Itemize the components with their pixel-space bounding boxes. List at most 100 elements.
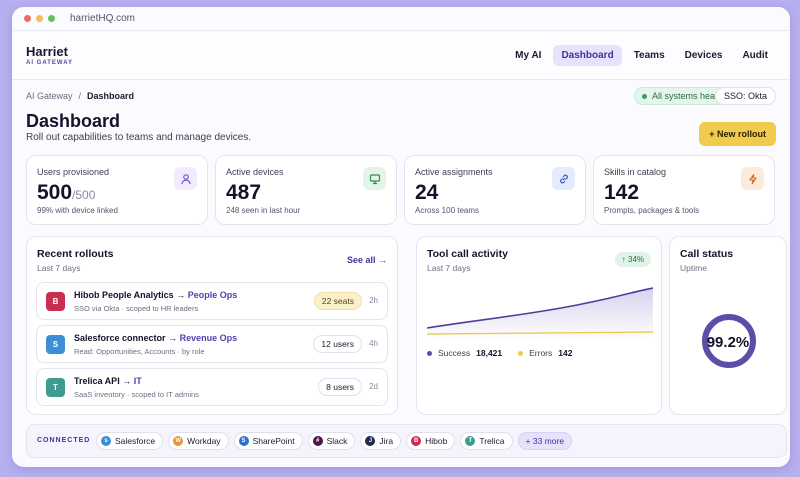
user-count-badge: 8 users: [318, 378, 362, 396]
success-value: 18,421: [476, 348, 503, 358]
arrow-icon: →: [168, 333, 178, 343]
rollout-title: Trelica API → IT: [74, 376, 142, 386]
rollout-row[interactable]: S Salesforce connector → Revenue Ops Rea…: [36, 325, 388, 363]
chip-label: Slack: [326, 436, 348, 446]
health-dot-icon: [641, 93, 647, 99]
kpi-card-assignments[interactable]: Active assignments 24 Across 100 teams: [404, 155, 586, 225]
integration-chip-trelica[interactable]: T Trelica: [460, 432, 513, 450]
integration-chip-hibob[interactable]: B Hibob: [406, 432, 456, 450]
nav-my-ai[interactable]: My AI: [515, 50, 542, 61]
rollout-name: Trelica API: [74, 376, 120, 386]
rollout-team[interactable]: People Ops: [187, 290, 238, 300]
kpi-card-skills[interactable]: Skills in catalog 142 Prompts, packages …: [593, 155, 775, 225]
kpi-card-devices[interactable]: Active devices 487 248 seen in last hour: [215, 155, 397, 225]
kpi-card-users[interactable]: Users provisioned 500/500 99% with devic…: [26, 155, 208, 225]
breadcrumb-parent[interactable]: AI Gateway: [26, 91, 73, 101]
kpi-note: 99% with device linked: [37, 206, 118, 215]
kpi-note: Across 100 teams: [415, 206, 480, 215]
chip-label: Trelica: [479, 436, 505, 446]
integration-chip-slack[interactable]: # Slack: [307, 432, 356, 450]
chip-label: Jira: [379, 436, 394, 446]
rollout-team[interactable]: Revenue Ops: [179, 333, 238, 343]
card-subtitle: Uptime: [680, 263, 707, 273]
card-title: Recent rollouts: [37, 248, 114, 260]
jira-icon: J: [365, 436, 376, 446]
card-title: Call status: [680, 248, 734, 260]
top-bar: Harriet AI GATEWAY My AI Dashboard Teams…: [12, 32, 790, 80]
more-integrations-chip[interactable]: + 33 more: [517, 432, 573, 450]
brand-logo[interactable]: Harriet AI GATEWAY: [26, 45, 73, 66]
maximize-window-dot[interactable]: [48, 15, 55, 22]
integration-chip-salesforce[interactable]: s Salesforce: [96, 432, 164, 450]
rollout-title: Salesforce connector → Revenue Ops: [74, 333, 237, 343]
breadcrumb-separator: /: [78, 91, 82, 101]
arrow-icon: →: [122, 376, 132, 386]
slack-icon: #: [312, 436, 323, 446]
rollout-row[interactable]: T Trelica API → IT SaaS inventory · scop…: [36, 368, 388, 406]
rollout-name: Salesforce connector: [74, 333, 166, 343]
uptime-value: 99.2%: [706, 334, 750, 351]
kpi-label: Users provisioned: [37, 167, 110, 177]
connected-integrations-bar: CONNECTED s Salesforce W Workday S SharePoi…: [26, 424, 787, 458]
integration-chip-jira[interactable]: J Jira: [360, 432, 402, 450]
rollout-scope: SSO via Okta · scoped to HR leaders: [74, 304, 199, 313]
errors-legend-dot: [518, 350, 524, 356]
new-rollout-button[interactable]: + New rollout: [699, 122, 776, 146]
integration-chips: s Salesforce W Workday S SharePoint # Slack …: [96, 432, 573, 450]
nav-teams[interactable]: Teams: [633, 50, 665, 61]
chip-label: Salesforce: [115, 436, 156, 446]
trelica-icon: T: [465, 436, 476, 446]
nav-audit[interactable]: Audit: [742, 50, 768, 61]
uptime-gauge: [702, 314, 756, 368]
errors-value: 142: [558, 348, 573, 358]
integration-chip-sharepoint[interactable]: S SharePoint: [233, 432, 303, 450]
user-icon: [174, 167, 197, 190]
main-nav: My AI Dashboard Teams Devices Audit: [507, 45, 776, 66]
rollout-team[interactable]: IT: [133, 376, 142, 386]
kpi-value: 500/500: [37, 181, 95, 205]
gauge-fill: [702, 314, 756, 368]
trelica-logo-icon: T: [46, 378, 65, 397]
chip-label: Hibob: [425, 436, 448, 446]
content-layer: AI Gateway / Dashboard All systems healt…: [12, 7, 790, 467]
errors-line: [427, 331, 653, 335]
sharepoint-icon: S: [238, 436, 249, 446]
rollout-time: 2h: [369, 296, 378, 305]
tool-call-activity-card: Tool call activity Last 7 days ↑ 34% Suc…: [416, 236, 662, 415]
arrow-icon: →: [176, 290, 186, 300]
chip-label: Workday: [187, 436, 221, 446]
kpi-label: Active devices: [226, 167, 284, 177]
integration-chip-workday[interactable]: W Workday: [168, 432, 229, 450]
kpi-note: 248 seen in last hour: [226, 206, 301, 215]
chart-legend: Success 18,421 Errors 142: [427, 348, 582, 358]
success-line: [427, 287, 653, 329]
kpi-value: 24: [415, 181, 438, 205]
rollout-scope: Read: Opportunities, Accounts · by role: [74, 347, 205, 356]
nav-devices[interactable]: Devices: [684, 50, 723, 61]
address-bar[interactable]: harrietHQ.com: [70, 13, 136, 24]
rollout-row[interactable]: B Hibob People Analytics → People Ops SS…: [36, 282, 388, 320]
breadcrumb-current: Dashboard: [87, 91, 135, 101]
kpi-number: 142: [604, 181, 640, 204]
sso-badge: SSO: Okta: [714, 87, 776, 105]
minimize-window-dot[interactable]: [36, 15, 43, 22]
rollout-title: Hibob People Analytics → People Ops: [74, 290, 237, 300]
activity-chart: [427, 287, 653, 340]
success-label: Success: [438, 348, 471, 358]
success-legend-dot: [427, 350, 432, 356]
call-status-card: Call status Uptime 99.2%: [669, 236, 787, 415]
link-icon: [552, 167, 575, 190]
page-subtitle: Roll out capabilities to teams and manag…: [26, 132, 252, 143]
errors-label: Errors: [529, 348, 553, 358]
health-status-text: All systems healthy: [651, 91, 729, 101]
hibob-icon: B: [411, 436, 422, 446]
salesforce-icon: s: [101, 436, 111, 446]
salesforce-logo-icon: S: [46, 335, 65, 354]
see-all-link[interactable]: See all →: [346, 255, 387, 265]
rollout-scope: SaaS inventory · scoped to IT admins: [74, 390, 199, 399]
seat-count-badge: 22 seats: [313, 292, 362, 310]
close-window-dot[interactable]: [24, 15, 31, 22]
nav-dashboard[interactable]: Dashboard: [553, 45, 622, 66]
connected-label: CONNECTED: [37, 437, 91, 444]
card-subtitle: Last 7 days: [37, 263, 81, 273]
